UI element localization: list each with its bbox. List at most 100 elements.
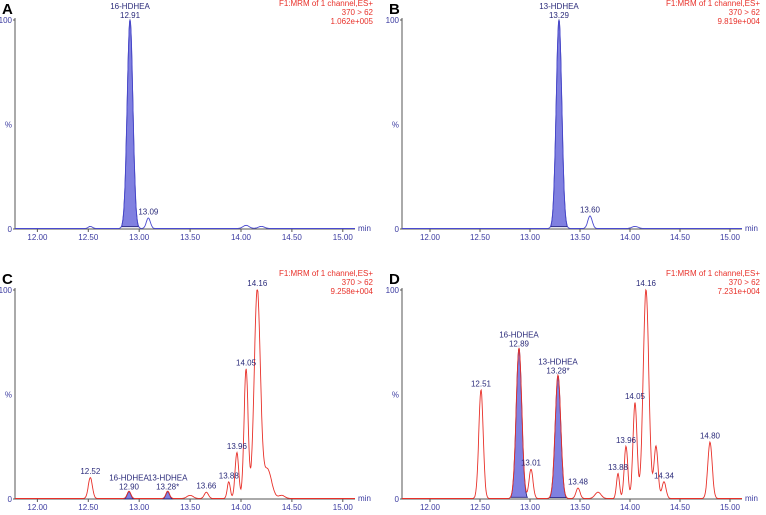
peak-label: 13.96 [616, 436, 637, 445]
peak-label: 13.96 [227, 442, 248, 451]
header-line: 1.062e+005 [331, 17, 374, 26]
peak-label: 13.28* [156, 483, 179, 492]
peak-label: 13.66 [196, 482, 217, 491]
header-line: 9.258e+004 [331, 287, 374, 296]
header-line: 9.819e+004 [718, 17, 761, 26]
header-line: F1:MRM of 1 channel,ES+ [279, 269, 373, 278]
header-line: 370 > 62 [342, 8, 374, 17]
x-tick-label: 13.50 [570, 503, 591, 512]
x-tick-label: 12.00 [420, 233, 441, 242]
header-line: F1:MRM of 1 channel,ES+ [666, 269, 760, 278]
compound-name: 13-HDHEA [538, 358, 578, 367]
compound-name: 13-HDHEA [539, 2, 579, 11]
filled-peak [509, 347, 529, 498]
header-line: F1:MRM of 1 channel,ES+ [279, 0, 373, 8]
x-tick-label: 15.00 [333, 233, 354, 242]
peak-label: 14.05 [625, 392, 646, 401]
x-tick-label: 14.00 [231, 503, 252, 512]
panel-label: B [389, 1, 400, 18]
x-tick-label: 15.00 [720, 233, 741, 242]
x-tick-label: 12.50 [78, 233, 99, 242]
panel-c: C F1:MRM of 1 channel,ES+370 > 629.258e+0… [0, 269, 374, 512]
trace-line [402, 288, 742, 499]
peak-label: 13.09 [138, 208, 159, 217]
x-tick-label: 12.00 [27, 503, 48, 512]
x-tick-label: 15.00 [333, 503, 354, 512]
peak-label: 14.80 [700, 432, 721, 441]
y-tick-label: 100 [0, 16, 13, 25]
header-line: 7.231e+004 [718, 287, 761, 296]
panel-d: D F1:MRM of 1 channel,ES+370 > 627.231e+0… [386, 269, 761, 512]
trace-line [402, 19, 742, 229]
peak-label: 13.28* [546, 367, 569, 376]
compound-name: 16-HDHEA [499, 331, 539, 340]
peak-label: 13.29 [549, 11, 570, 20]
x-tick-label: 14.50 [670, 503, 691, 512]
x-tick-label: 12.50 [470, 503, 491, 512]
y-tick-label: 100 [386, 16, 400, 25]
x-tick-label: 12.50 [470, 233, 491, 242]
x-tick-label: 12.00 [420, 503, 441, 512]
trace-line [15, 289, 355, 499]
x-axis-unit: min [358, 494, 371, 503]
panel-b: B F1:MRM of 1 channel,ES+370 > 629.819e+0… [386, 0, 761, 242]
x-tick-label: 14.00 [620, 233, 641, 242]
x-tick-label: 13.50 [180, 233, 201, 242]
peak-label: 14.16 [636, 279, 657, 288]
peak-label: 12.91 [120, 11, 141, 20]
x-tick-label: 14.50 [282, 233, 303, 242]
y-tick-label: 0 [395, 495, 400, 504]
y-tick-label: 100 [0, 286, 13, 295]
peak-label: 12.90 [119, 483, 140, 492]
x-axis-unit: min [358, 224, 371, 233]
peak-label: 13.60 [580, 205, 601, 214]
x-tick-label: 12.00 [27, 233, 48, 242]
x-tick-label: 13.00 [520, 503, 541, 512]
x-tick-label: 12.50 [78, 503, 99, 512]
x-tick-label: 13.50 [180, 503, 201, 512]
y-tick-label: 100 [386, 286, 400, 295]
filled-peak [120, 18, 140, 228]
compound-name: 13-HDHEA [148, 474, 188, 483]
peak-label: 13.48 [568, 478, 589, 487]
y-tick-label: % [392, 121, 399, 130]
panel-a: A F1:MRM of 1 channel,ES+370 > 621.062e+0… [0, 0, 374, 242]
peak-label: 13.01 [521, 459, 542, 468]
y-tick-label: % [5, 121, 12, 130]
peak-label: 12.89 [509, 340, 530, 349]
y-tick-label: 0 [8, 225, 13, 234]
peak-label: 12.52 [80, 467, 101, 476]
header-line: 370 > 62 [729, 8, 761, 17]
x-tick-label: 15.00 [720, 503, 741, 512]
y-tick-label: % [5, 391, 12, 400]
x-tick-label: 14.00 [620, 503, 641, 512]
x-tick-label: 14.00 [231, 233, 252, 242]
peak-label: 13.88 [608, 463, 629, 472]
x-tick-label: 13.00 [129, 503, 150, 512]
trace-line [15, 19, 355, 229]
header-line: 370 > 62 [342, 278, 374, 287]
header-line: 370 > 62 [729, 278, 761, 287]
y-tick-label: 0 [8, 495, 13, 504]
header-line: F1:MRM of 1 channel,ES+ [666, 0, 760, 8]
panel-label: C [2, 271, 13, 288]
y-tick-label: 0 [395, 225, 400, 234]
x-axis-unit: min [745, 224, 758, 233]
panel-label: A [2, 1, 13, 18]
x-tick-label: 13.50 [570, 233, 591, 242]
panel-label: D [389, 271, 400, 288]
peak-label: 14.34 [654, 471, 675, 480]
x-tick-label: 14.50 [282, 503, 303, 512]
x-tick-label: 13.00 [129, 233, 150, 242]
x-tick-label: 14.50 [670, 233, 691, 242]
y-tick-label: % [392, 391, 399, 400]
peak-label: 14.16 [247, 279, 268, 288]
x-axis-unit: min [745, 494, 758, 503]
compound-name: 16-HDHEA [110, 2, 150, 11]
peak-label: 14.05 [236, 358, 257, 367]
peak-label: 12.51 [471, 379, 492, 388]
peak-label: 13.88 [219, 471, 240, 480]
compound-name: 16-HDHEA [109, 474, 149, 483]
x-tick-label: 13.00 [520, 233, 541, 242]
